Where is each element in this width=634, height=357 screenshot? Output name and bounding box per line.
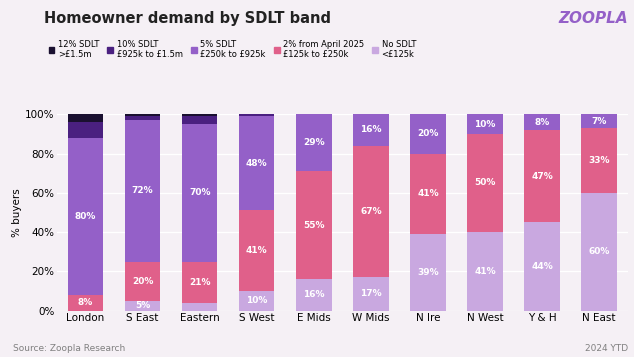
Text: 41%: 41% <box>474 267 496 276</box>
Bar <box>68 295 103 311</box>
Bar <box>182 116 217 124</box>
Text: 2024 YTD: 2024 YTD <box>585 345 628 353</box>
Bar <box>296 279 332 311</box>
Bar <box>410 114 446 154</box>
Bar <box>125 120 160 261</box>
Text: 16%: 16% <box>360 125 382 135</box>
Bar <box>524 130 560 222</box>
Y-axis label: % buyers: % buyers <box>12 188 22 237</box>
Text: 8%: 8% <box>78 298 93 307</box>
Bar <box>467 232 503 311</box>
Text: 17%: 17% <box>360 290 382 298</box>
Text: 41%: 41% <box>246 246 268 255</box>
Bar <box>125 301 160 311</box>
Text: 55%: 55% <box>303 221 325 230</box>
Text: 29%: 29% <box>303 138 325 147</box>
Bar <box>353 114 389 146</box>
Text: 70%: 70% <box>189 188 210 197</box>
Text: 41%: 41% <box>417 189 439 198</box>
Bar <box>581 114 617 128</box>
Legend: 12% SDLT
>£1.5m, 10% SDLT
£925k to £1.5m, 5% SDLT
£250k to £925k, 2% from April : 12% SDLT >£1.5m, 10% SDLT £925k to £1.5m… <box>49 40 416 59</box>
Bar <box>125 114 160 116</box>
Text: 60%: 60% <box>588 247 610 256</box>
Bar <box>239 114 275 116</box>
Bar <box>353 146 389 277</box>
Bar <box>581 128 617 193</box>
Text: 80%: 80% <box>75 212 96 221</box>
Bar <box>68 114 103 122</box>
Bar <box>239 116 275 210</box>
Bar <box>296 171 332 279</box>
Text: Homeowner demand by SDLT band: Homeowner demand by SDLT band <box>44 11 332 26</box>
Bar <box>182 303 217 311</box>
Bar <box>125 261 160 301</box>
Bar <box>524 222 560 311</box>
Text: 5%: 5% <box>135 301 150 310</box>
Text: 67%: 67% <box>360 207 382 216</box>
Bar <box>182 114 217 116</box>
Text: Source: Zoopla Research: Source: Zoopla Research <box>13 345 125 353</box>
Bar <box>353 277 389 311</box>
Bar <box>467 114 503 134</box>
Text: 44%: 44% <box>531 262 553 271</box>
Text: 33%: 33% <box>588 156 610 165</box>
Text: ZOOPLA: ZOOPLA <box>558 11 628 26</box>
Bar <box>182 124 217 261</box>
Bar <box>239 291 275 311</box>
Bar <box>581 193 617 311</box>
Text: 10%: 10% <box>474 120 496 129</box>
Text: 10%: 10% <box>246 296 268 305</box>
Text: 16%: 16% <box>303 290 325 300</box>
Text: 39%: 39% <box>417 268 439 277</box>
Text: 21%: 21% <box>189 278 210 287</box>
Bar <box>68 122 103 138</box>
Bar <box>239 210 275 291</box>
Text: 72%: 72% <box>132 186 153 195</box>
Text: 7%: 7% <box>592 117 607 126</box>
Text: 50%: 50% <box>474 178 496 187</box>
Text: 47%: 47% <box>531 172 553 181</box>
Bar <box>467 134 503 232</box>
Text: 20%: 20% <box>417 129 439 139</box>
Bar <box>524 114 560 130</box>
Bar <box>125 116 160 120</box>
Bar <box>410 234 446 311</box>
Text: 48%: 48% <box>246 159 268 168</box>
Text: 8%: 8% <box>534 117 550 127</box>
Bar <box>182 261 217 303</box>
Text: 20%: 20% <box>132 277 153 286</box>
Bar <box>68 138 103 295</box>
Bar <box>296 114 332 171</box>
Bar <box>410 154 446 234</box>
